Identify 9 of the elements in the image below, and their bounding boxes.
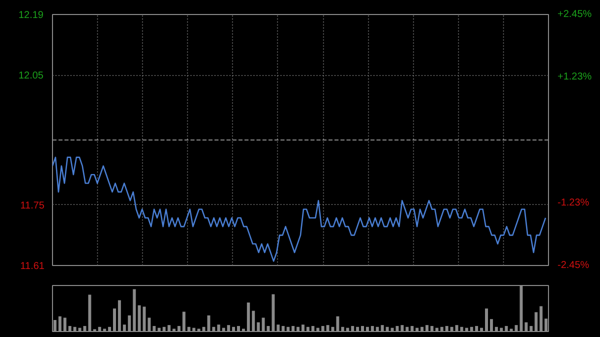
y2-tick-label: +1.23% xyxy=(558,71,592,82)
y2-tick-label: -1.23% xyxy=(558,198,590,209)
y2-tick-label: -2.45% xyxy=(558,260,590,271)
y-tick-label: 11.75 xyxy=(20,200,45,212)
y-tick-label: 12.19 xyxy=(18,10,44,21)
y2-tick-label: +2.45% xyxy=(558,9,592,20)
line-series xyxy=(52,156,546,262)
y-tick-label: 11.61 xyxy=(20,261,45,272)
y-tick-label: 12.05 xyxy=(18,70,44,82)
